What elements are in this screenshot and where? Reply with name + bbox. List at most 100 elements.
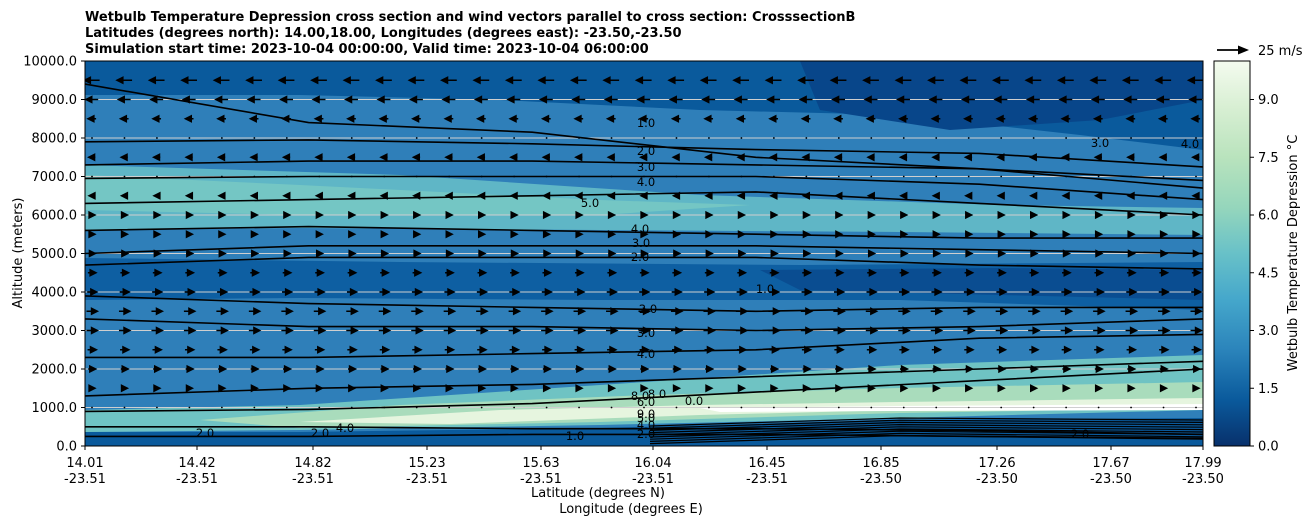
- wind-vector: [156, 175, 158, 178]
- wind-vector: [1061, 153, 1070, 162]
- contour-label: 3.0: [637, 160, 655, 174]
- wind-vector: [735, 326, 749, 335]
- wind-vector: [1025, 95, 1040, 104]
- wind-vector: [383, 175, 386, 178]
- wind-vector: [573, 114, 584, 123]
- wind-vector: [1127, 230, 1136, 239]
- wind-vector: [415, 175, 418, 178]
- wind-vector: [1158, 153, 1167, 162]
- wind-vector: [153, 384, 162, 393]
- y-tick-label: 9000.0: [32, 93, 78, 108]
- x-tick-label-lon: -23.51: [292, 472, 334, 487]
- wind-vector: [837, 175, 840, 178]
- wind-vector: [667, 76, 685, 85]
- wind-vector: [870, 175, 873, 178]
- x-tick-label-lat: 14.01: [66, 456, 103, 471]
- wind-vector: [248, 307, 262, 316]
- wind-vector: [640, 249, 649, 258]
- contour-line-surface: [649, 421, 1203, 431]
- wind-vector: [91, 175, 93, 178]
- wind-vector: [1188, 95, 1203, 104]
- wind-vector: [184, 153, 193, 162]
- wind-vector: [315, 230, 324, 239]
- wind-vector: [1130, 406, 1132, 409]
- wind-vector: [85, 76, 100, 85]
- wind-vector: [997, 210, 1006, 220]
- wind-vector: [1062, 268, 1072, 277]
- contour-label: 5.0: [637, 411, 655, 425]
- wind-vector: [607, 384, 617, 393]
- wind-vector: [119, 287, 131, 297]
- wind-vector: [476, 326, 489, 335]
- wind-vector: [643, 175, 645, 178]
- wind-vector: [603, 95, 618, 104]
- x-axis-ticks: 14.01-23.5114.42-23.5114.82-23.5115.23-2…: [64, 446, 1224, 487]
- wind-vector: [504, 76, 522, 85]
- wind-vector: [310, 76, 327, 85]
- wind-vector: [1030, 210, 1039, 220]
- wind-vector: [902, 175, 905, 178]
- x-tick-label-lat: 16.45: [748, 456, 785, 471]
- wind-vector: [1190, 326, 1203, 335]
- contour-line-surface: [649, 428, 1203, 438]
- wind-vector: [314, 345, 326, 354]
- colorbar-tick-label: 4.5: [1258, 266, 1279, 281]
- contour-label: 4.0: [631, 222, 649, 236]
- wind-vector: [964, 268, 975, 277]
- wind-vector: [1030, 230, 1039, 239]
- wind-vector: [120, 345, 131, 354]
- wind-vector: [801, 191, 811, 200]
- wind-vector: [900, 384, 909, 393]
- wind-vector: [153, 210, 162, 220]
- wind-vector: [1162, 137, 1165, 139]
- wind-vectors: [85, 76, 1203, 409]
- wind-vector: [704, 191, 713, 200]
- wind-vector: [348, 249, 357, 258]
- wind-vector: [545, 175, 548, 178]
- wind-vector: [541, 307, 554, 316]
- wind-vector: [965, 230, 974, 239]
- wind-vector: [605, 114, 616, 123]
- contour-label: 8.0: [648, 387, 666, 401]
- wind-vector: [574, 287, 586, 297]
- wind-vector: [866, 153, 875, 162]
- wind-vector: [768, 307, 781, 316]
- colorbar-label: Wetbulb Temperature Depression °C: [1286, 135, 1301, 372]
- wind-vector: [899, 345, 910, 354]
- wind-vector: [509, 345, 521, 354]
- wind-vector: [835, 384, 844, 393]
- contour-label: 3.0: [1091, 136, 1109, 150]
- wind-vector: [1095, 249, 1104, 258]
- wind-vector: [250, 249, 260, 258]
- wind-vector: [703, 114, 714, 123]
- wind-vector: [995, 326, 1009, 335]
- wind-vector: [805, 175, 808, 178]
- wind-vector: [86, 114, 97, 123]
- wind-vector: [379, 191, 388, 200]
- colorbar-tick-label: 7.5: [1258, 151, 1279, 166]
- wind-vector: [1159, 230, 1169, 239]
- wind-vector: [347, 268, 358, 277]
- wind-vector: [996, 153, 1005, 162]
- contour-label: 2.0: [637, 427, 655, 441]
- wind-vector: [185, 230, 195, 239]
- wind-vector: [639, 287, 651, 297]
- wind-vector: [835, 210, 844, 220]
- wind-vector: [671, 153, 680, 162]
- wind-vector: [1130, 175, 1132, 178]
- wind-vector: [643, 406, 645, 409]
- contour-line-3: [85, 160, 1203, 182]
- wind-vector: [768, 153, 778, 162]
- wind-vector: [477, 268, 488, 277]
- wind-vector: [184, 287, 196, 297]
- wind-vector: [448, 175, 451, 178]
- wind-vector: [1158, 191, 1168, 200]
- wind-vector: [607, 345, 618, 354]
- wind-vector: [281, 326, 294, 335]
- wind-vector: [574, 191, 583, 200]
- wind-vector: [573, 326, 587, 335]
- wind-vector: [575, 210, 584, 220]
- wind-vector: [639, 268, 650, 277]
- wind-vector: [1030, 249, 1039, 258]
- wind-vector: [87, 345, 99, 354]
